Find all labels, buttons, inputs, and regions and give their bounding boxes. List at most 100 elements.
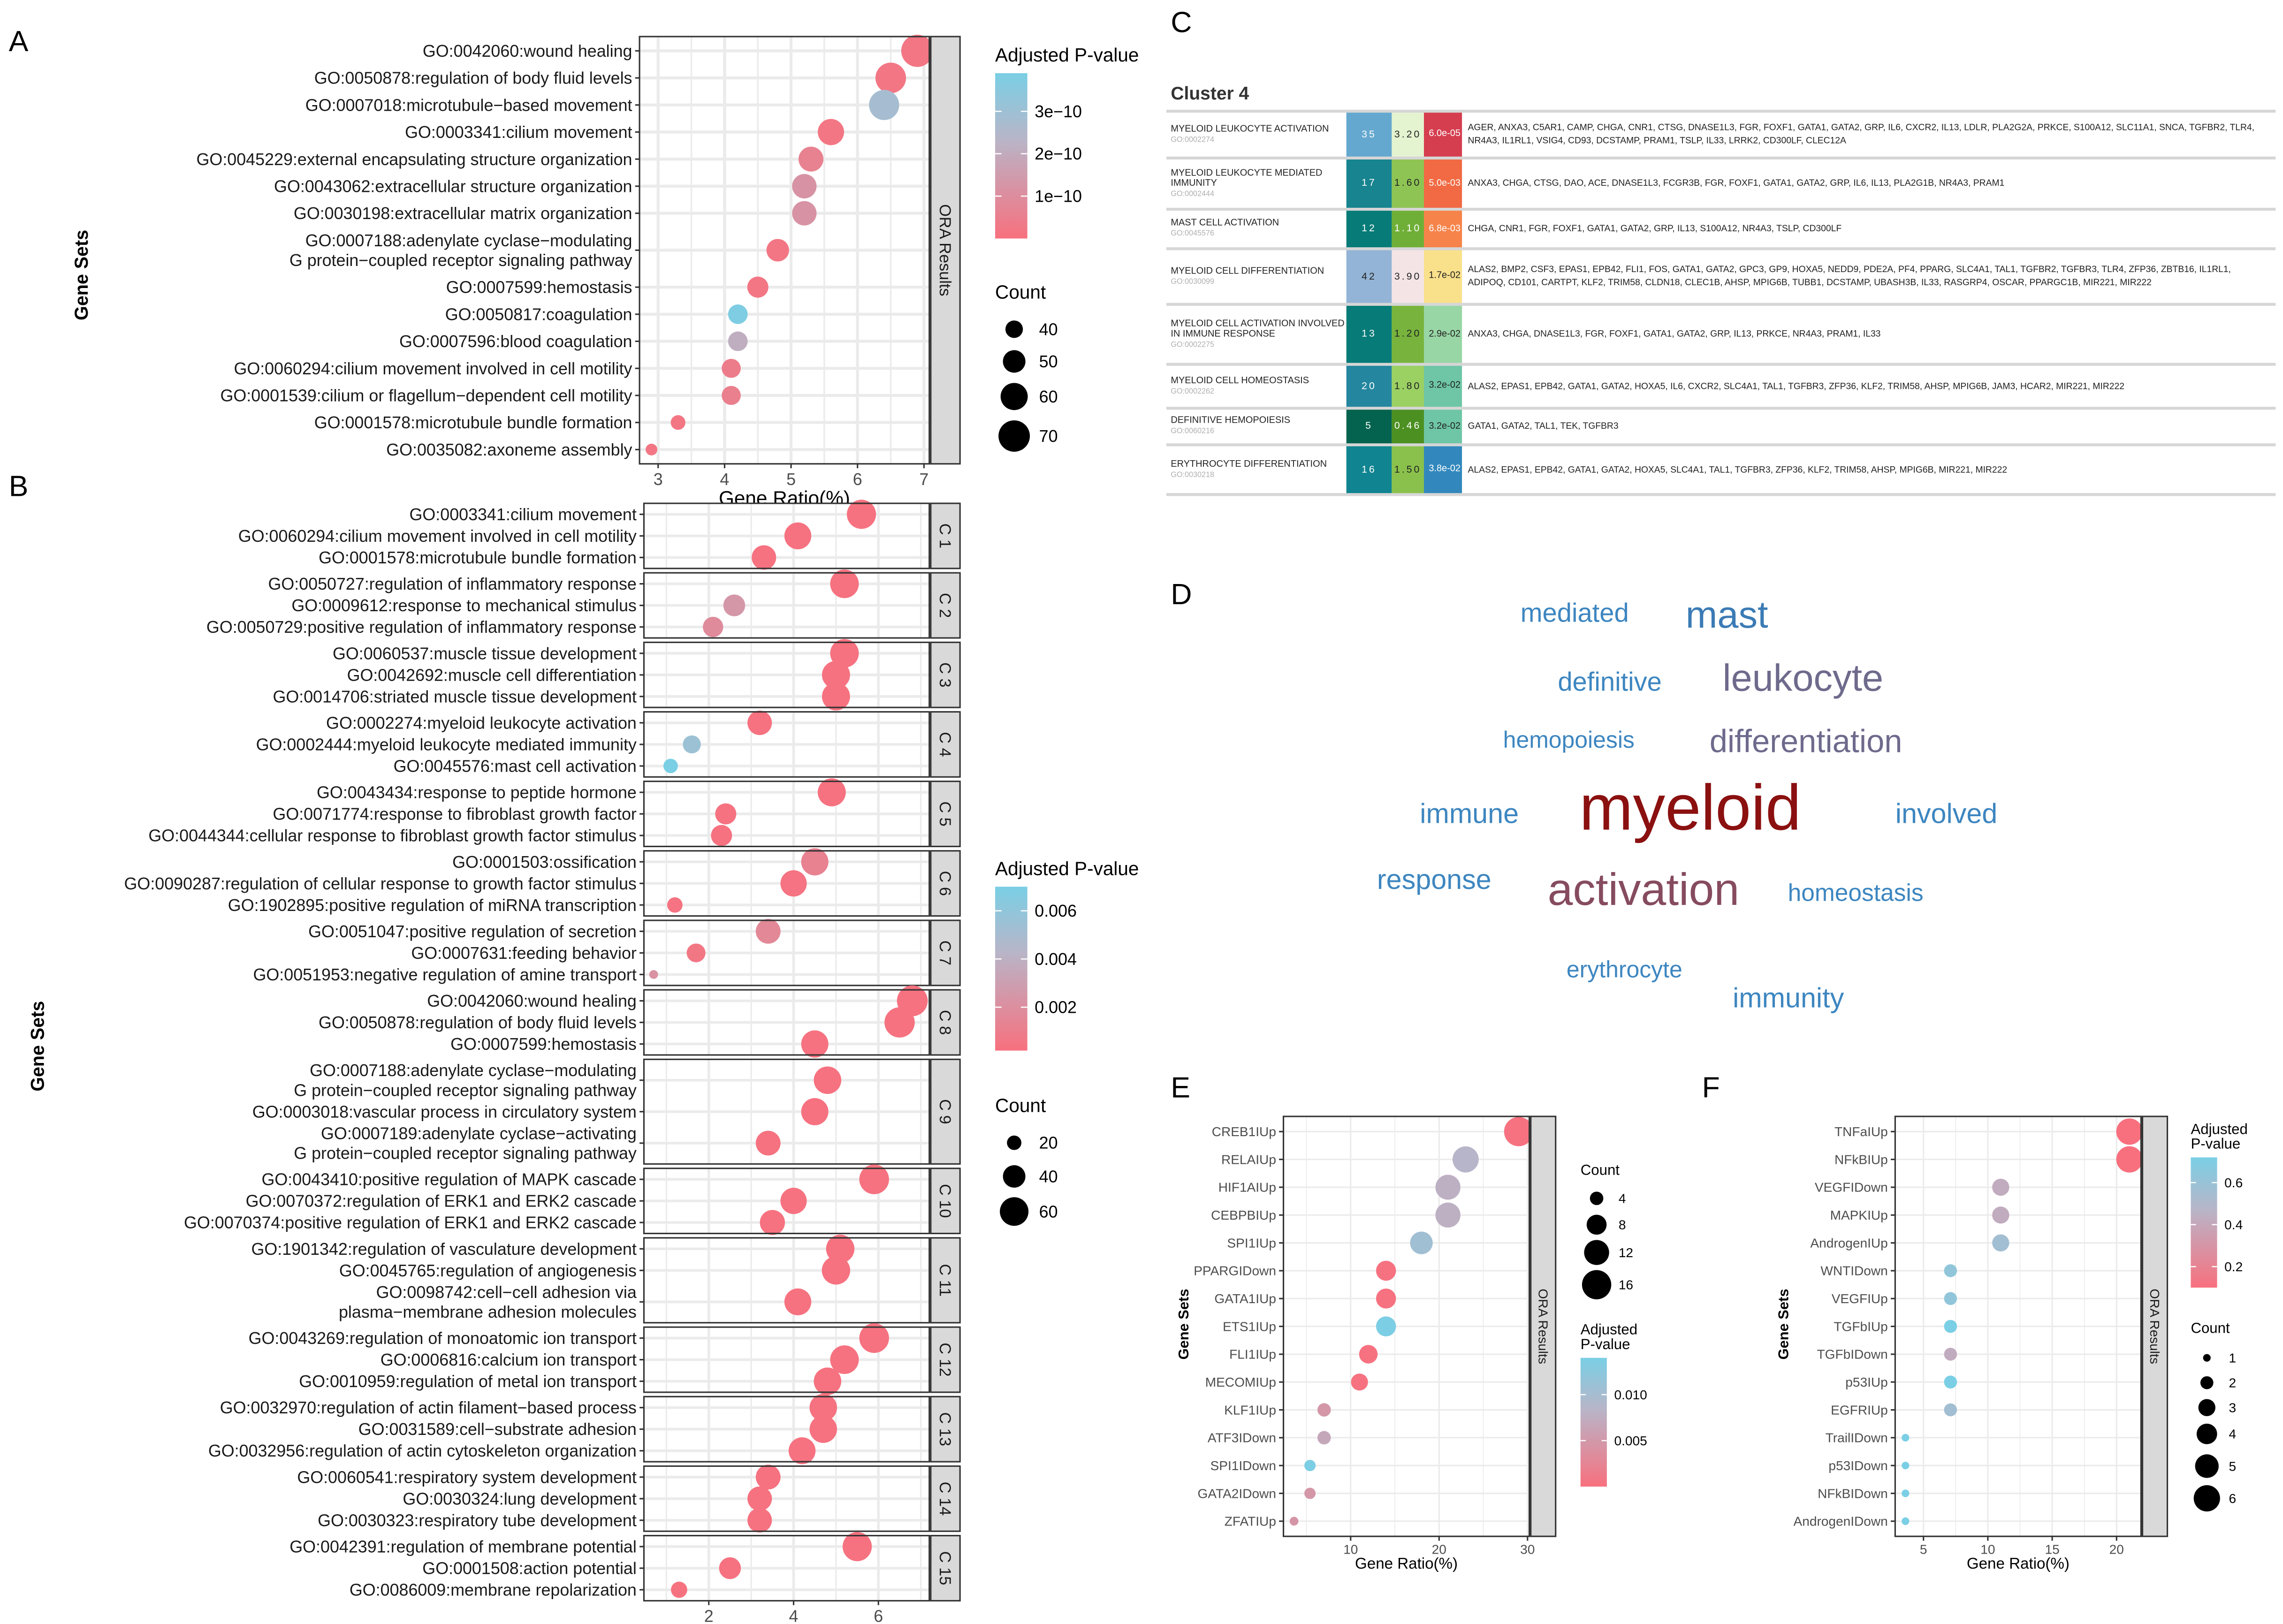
y-tick-label: GO:0043269:regulation of monoatomic ion …: [249, 1329, 637, 1348]
color-legend-title: Adjusted P-value: [995, 44, 1139, 66]
p-value-cell: 3.2e-02: [1423, 408, 1462, 447]
table-row: MYELOID LEUKOCYTE MEDIATED IMMUNITY GO:00…: [1166, 158, 2276, 211]
facet-strip-label: C 15: [936, 1551, 954, 1585]
data-point: [711, 825, 732, 846]
color-bar: [2191, 1157, 2217, 1288]
color-legend-label: 3e−10: [1035, 102, 1082, 121]
y-tick-label: GO:0042391:regulation of membrane potent…: [289, 1538, 637, 1556]
y-axis-title: Gene Sets: [28, 1001, 48, 1092]
table-row: MYELOID CELL DIFFERENTIATION GO:0030099 42…: [1166, 249, 2276, 306]
genes-cell: ANXA3, CHGA, DNASE1L3, FGR, FOXF1, GATA1…: [1462, 304, 2276, 366]
size-legend-label: 4: [2229, 1427, 2237, 1442]
go-id: GO:0002275: [1171, 340, 1215, 349]
y-tick-label: GO:0007188:adenylate cyclase−modulating: [310, 1061, 637, 1080]
gene-ratio-cell: 1.80: [1392, 364, 1424, 410]
y-tick-label: MECOMIUp: [1205, 1375, 1276, 1389]
data-point: [859, 1323, 889, 1353]
data-point: [670, 415, 685, 430]
data-point: [1317, 1403, 1331, 1417]
facet-strip: [930, 989, 961, 1056]
panel-border: [643, 1535, 930, 1601]
data-point: [1504, 1117, 1534, 1146]
panel-border: [643, 1326, 930, 1393]
facet-strip-label: C 13: [936, 1412, 954, 1446]
panel-border: [643, 1058, 930, 1165]
panel-border: [643, 502, 930, 569]
data-point: [809, 1415, 837, 1443]
x-tick-label: 20: [2109, 1542, 2124, 1557]
chart-panel-e: CREB1IUp RELAIUp HIF1AIUp CEBPBIUp SPI1IUp PP…: [1175, 1116, 1647, 1572]
data-point: [1452, 1146, 1479, 1173]
panel-border: [643, 850, 930, 917]
panel-label-b: B: [8, 471, 29, 504]
term-cell: MYELOID LEUKOCYTE ACTIVATION GO:0002274: [1166, 111, 1347, 159]
y-tick-label: GO:0001503:ossification: [452, 853, 637, 872]
y-tick-label: GO:0043062:extracellular structure organ…: [274, 177, 632, 196]
facet-strip: [930, 1168, 961, 1235]
panel-border: [643, 1168, 930, 1235]
gene-count-cell: 17: [1346, 158, 1392, 211]
points: [760, 1164, 889, 1235]
size-legend-key: [1000, 1197, 1029, 1226]
y-tick-label: GO:0009612:response to mechanical stimul…: [291, 596, 637, 615]
y-tick-label: GO:0050878:regulation of body fluid leve…: [319, 1013, 637, 1032]
y-tick-label: plasma−membrane adhesion molecules: [339, 1303, 637, 1321]
y-tick-label: GO:0042060:wound healing: [427, 992, 637, 1010]
go-id: GO:0002274: [1171, 135, 1215, 144]
data-point: [1944, 1264, 1957, 1277]
y-tick-label: GO:0042060:wound healing: [423, 42, 632, 61]
y-tick-label: GO:0045765:regulation of angiogenesis: [339, 1261, 637, 1280]
data-point: [814, 1367, 842, 1395]
data-point: [755, 1131, 781, 1156]
data-point: [1944, 1403, 1957, 1417]
y-tick-label: ZFATIUp: [1225, 1514, 1276, 1529]
facet-strip: [930, 36, 961, 465]
facet-strip-label: C 1: [936, 524, 954, 548]
data-point: [649, 970, 658, 979]
y-tick-label: G protein−coupled receptor signaling pat…: [294, 1081, 637, 1100]
size-legend-label: 8: [1619, 1218, 1626, 1232]
points: [747, 1465, 781, 1533]
size-legend-key: [1005, 320, 1023, 338]
data-point: [1902, 1462, 1910, 1470]
y-tick-label: GO:0060541:respiratory system developmen…: [297, 1468, 637, 1487]
size-legend-key: [1586, 1214, 1607, 1235]
size-legend-label: 16: [1619, 1277, 1633, 1292]
y-tick-label: GATA1IUp: [1214, 1291, 1276, 1306]
data-point: [822, 660, 850, 689]
chart-panel-a: GO:0042060:wound healing GO:0050878:regul…: [71, 35, 1139, 509]
size-legend-label: 5: [2229, 1459, 2237, 1473]
gene-count-cell: 16: [1346, 445, 1392, 496]
data-point: [1992, 1178, 2009, 1196]
facet-strip: [930, 919, 961, 987]
size-legend-label: 60: [1039, 1202, 1058, 1221]
size-legend-title: Count: [995, 281, 1046, 303]
size-legend-key: [2196, 1423, 2217, 1444]
facet: GO:0003341:cilium movement GO:0060294:cil…: [238, 500, 961, 570]
data-point: [830, 1345, 859, 1374]
points: [671, 1532, 872, 1598]
x-tick-label: 30: [1520, 1542, 1535, 1557]
size-legend-label: 50: [1039, 352, 1058, 371]
points: [752, 500, 876, 570]
data-point: [1902, 1489, 1910, 1497]
data-point: [1435, 1175, 1461, 1200]
data-point: [801, 848, 829, 876]
go-id: GO:0002444: [1171, 189, 1215, 198]
data-point: [728, 304, 748, 324]
enrichment-table: MYELOID LEUKOCYTE ACTIVATION GO:0002274 35…: [1166, 109, 2276, 496]
x-tick-label: 4: [789, 1607, 799, 1624]
data-point: [2116, 1146, 2143, 1173]
y-tick-label: GO:0043434:response to peptide hormone: [317, 783, 637, 802]
panel-border: [643, 641, 930, 708]
y-tick-label: GO:0042692:muscle cell differentiation: [347, 666, 637, 684]
panel-border: [1282, 1116, 1530, 1537]
panel-label-c: C: [1171, 7, 1192, 40]
data-point: [663, 759, 678, 774]
gene-count-cell: 13: [1346, 304, 1392, 366]
gene-count-cell: 35: [1346, 111, 1392, 159]
color-legend-label: 0.6: [2224, 1176, 2243, 1190]
y-tick-label: GO:0007631:feeding behavior: [411, 944, 637, 963]
data-point: [722, 358, 741, 378]
data-point: [1902, 1517, 1910, 1525]
